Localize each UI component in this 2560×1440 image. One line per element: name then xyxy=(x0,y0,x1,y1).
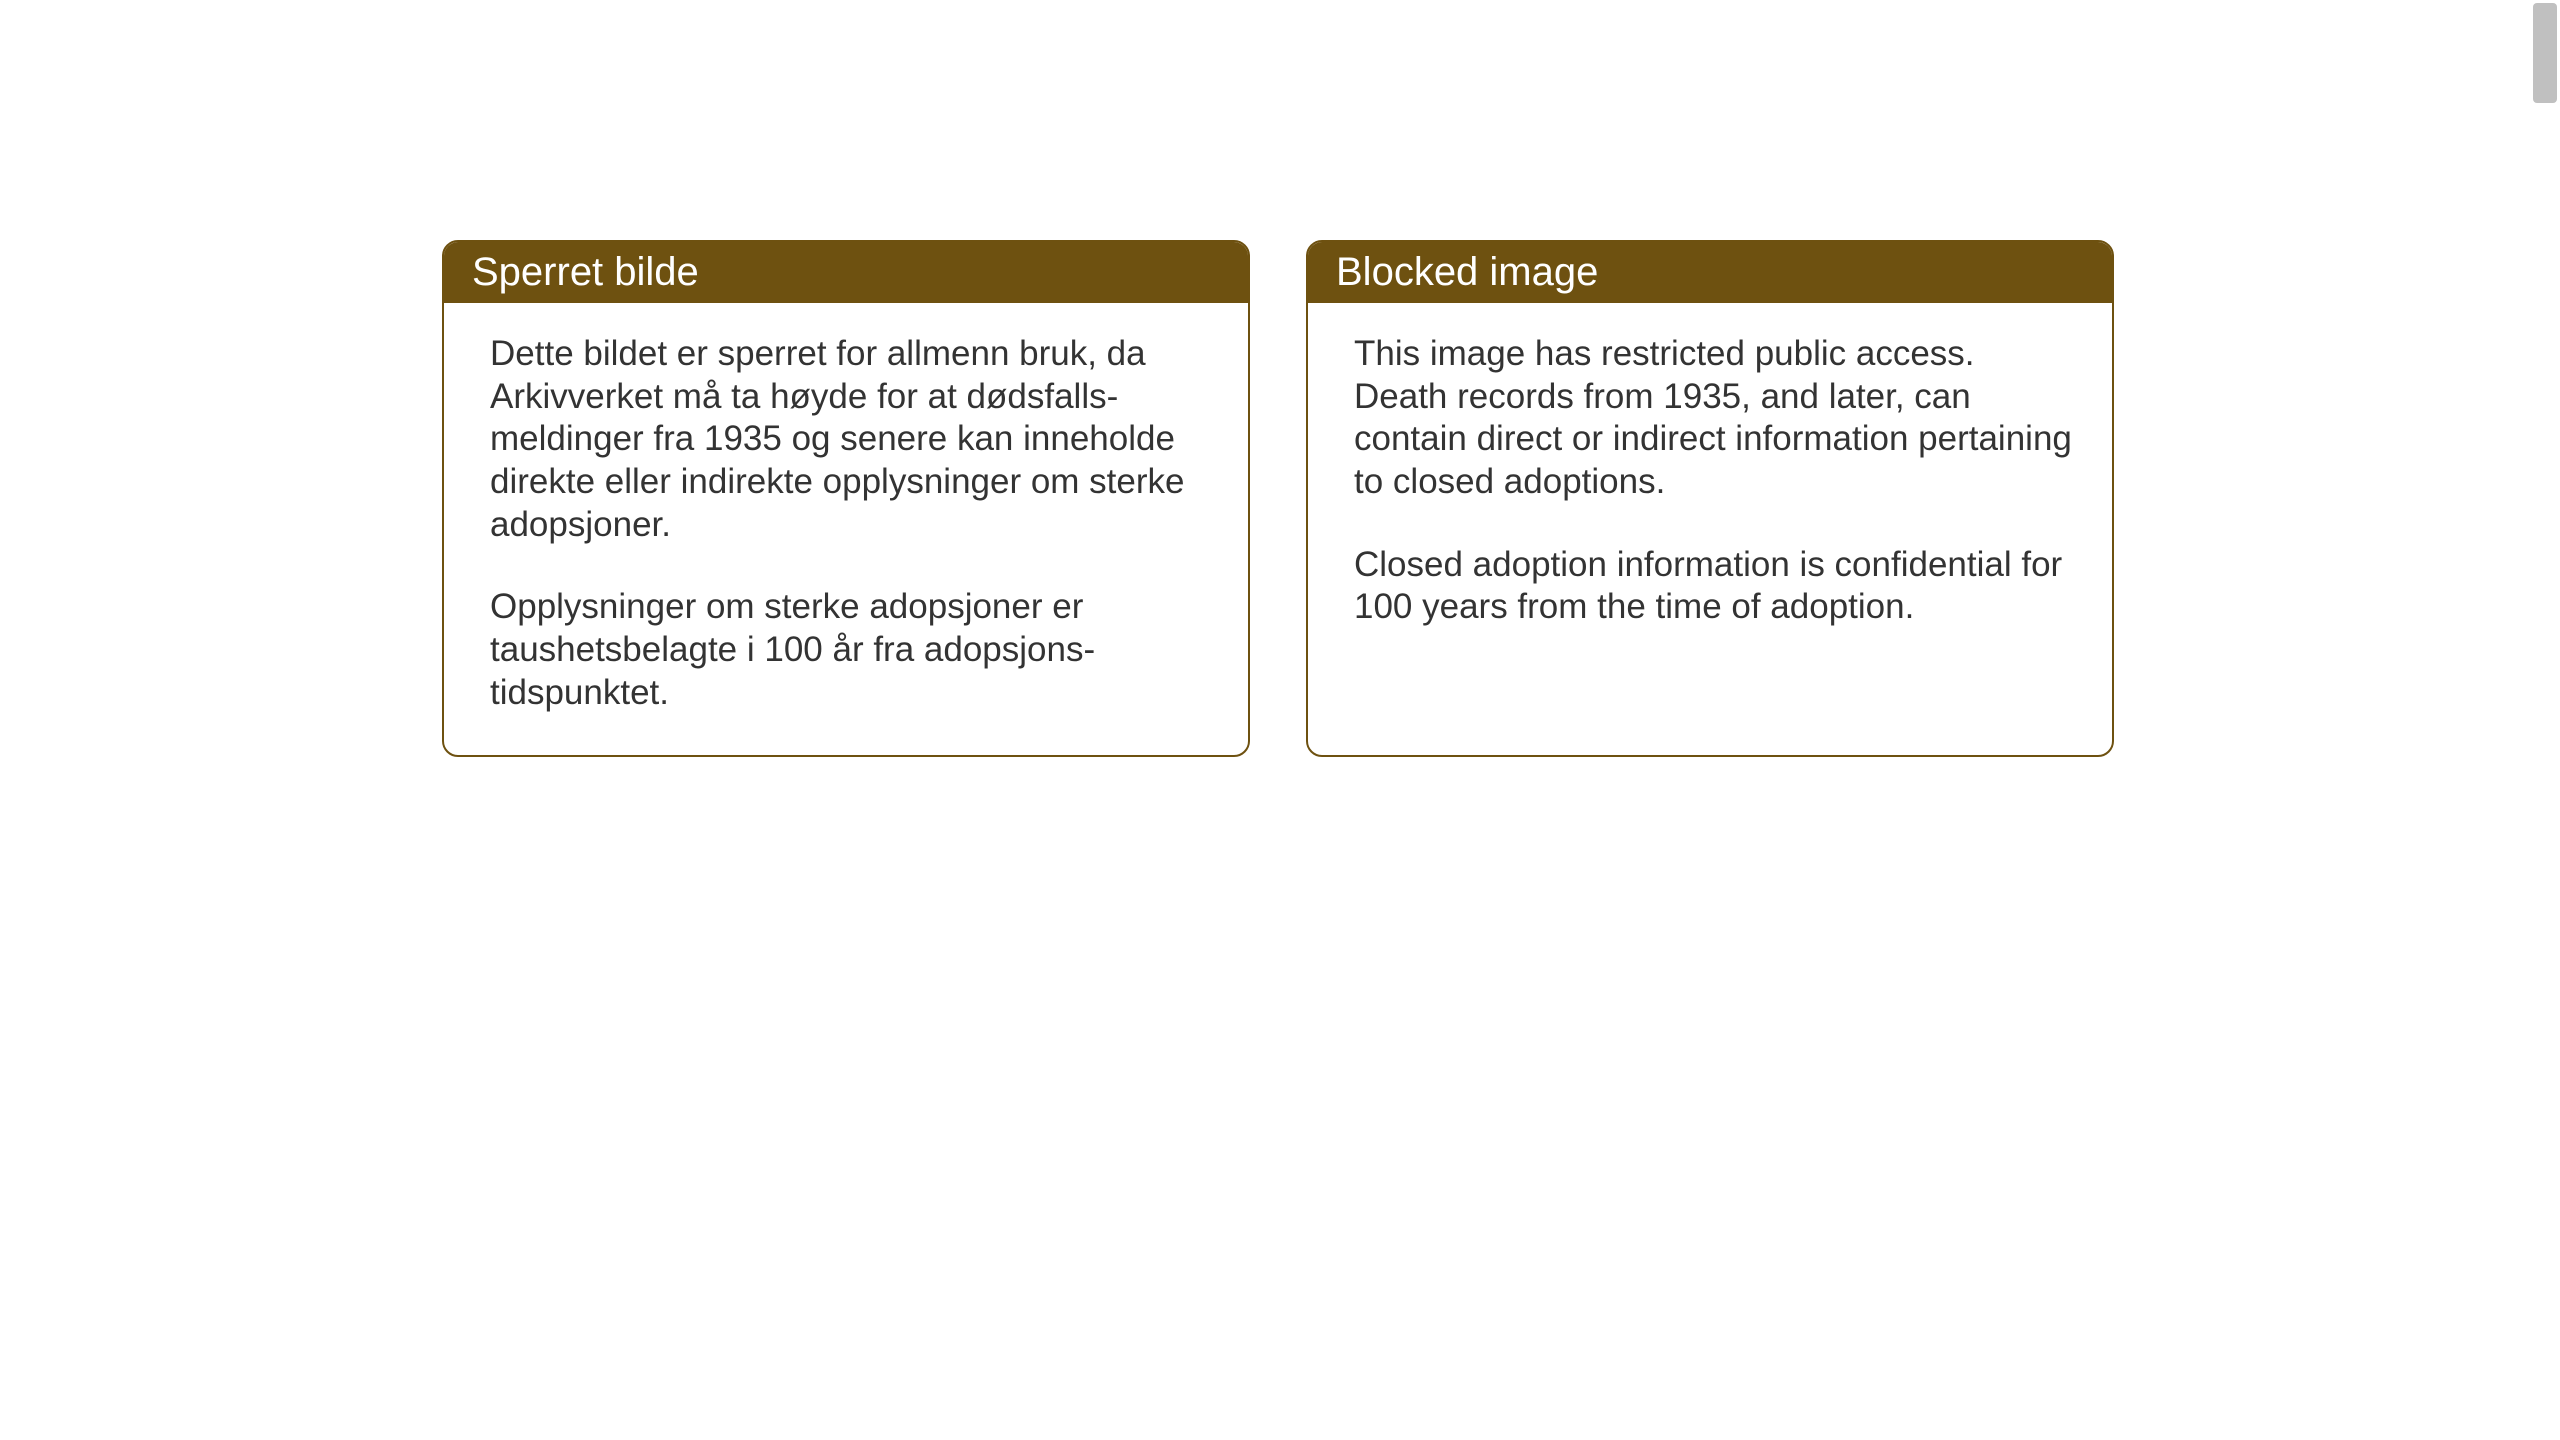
card-header-norwegian: Sperret bilde xyxy=(444,242,1248,303)
card-title-norwegian: Sperret bilde xyxy=(472,250,699,294)
card-norwegian: Sperret bilde Dette bildet er sperret fo… xyxy=(442,240,1250,757)
card-paragraph-1-norwegian: Dette bildet er sperret for allmenn bruk… xyxy=(490,333,1208,546)
card-title-english: Blocked image xyxy=(1336,250,1598,294)
card-paragraph-2-english: Closed adoption information is confident… xyxy=(1354,544,2072,629)
card-paragraph-1-english: This image has restricted public access.… xyxy=(1354,333,2072,504)
card-header-english: Blocked image xyxy=(1308,242,2112,303)
card-body-norwegian: Dette bildet er sperret for allmenn bruk… xyxy=(444,303,1248,755)
card-body-english: This image has restricted public access.… xyxy=(1308,303,2112,669)
card-english: Blocked image This image has restricted … xyxy=(1306,240,2114,757)
cards-container: Sperret bilde Dette bildet er sperret fo… xyxy=(442,240,2114,757)
card-paragraph-2-norwegian: Opplysninger om sterke adopsjoner er tau… xyxy=(490,586,1208,714)
vertical-scrollbar[interactable] xyxy=(2533,3,2557,103)
